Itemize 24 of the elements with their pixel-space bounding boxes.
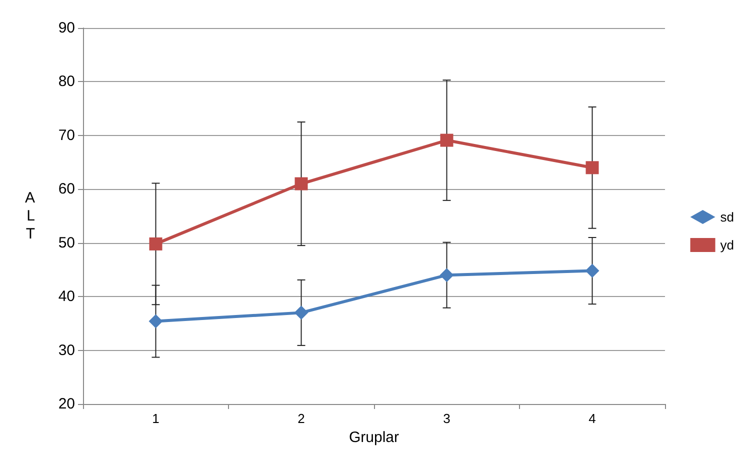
point (440, 134, 454, 147)
y-tick-label: 40 (58, 288, 75, 306)
legend-label: sd (720, 210, 734, 224)
legend-label: yd (720, 238, 734, 252)
y-tick-label: 80 (58, 73, 75, 90)
x-tick-label: 1 (152, 411, 160, 426)
y-tick-label: 20 (58, 396, 75, 412)
x-tick-label: 3 (443, 411, 450, 426)
point (440, 268, 454, 282)
point (294, 177, 308, 190)
y-tick-label: 30 (58, 342, 75, 359)
x-tick-label: 4 (588, 411, 596, 426)
point (586, 161, 599, 174)
y-tick-label: 60 (58, 180, 75, 198)
y-tick-label: 50 (58, 234, 75, 252)
y-tick-label: 70 (58, 126, 75, 144)
point (585, 264, 600, 278)
point (294, 306, 308, 320)
x-axis-title: Gruplar (348, 429, 400, 446)
x-tick-label: 2 (298, 411, 305, 426)
y-axis-title: ALT (24, 190, 35, 242)
point (149, 237, 162, 250)
y-tick-label: 90 (58, 20, 75, 36)
point (148, 314, 163, 328)
